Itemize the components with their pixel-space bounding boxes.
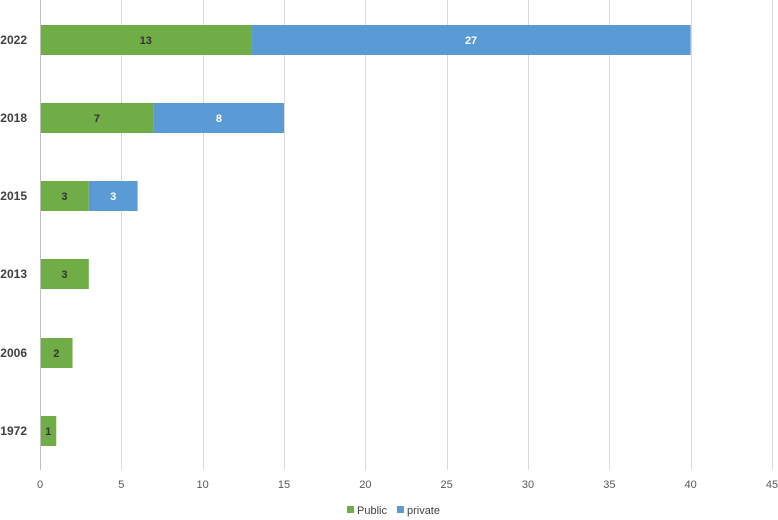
- data-label-public-2022: 13: [140, 35, 152, 47]
- x-tick-label-45: 45: [766, 479, 778, 491]
- bar-public-2018: [40, 103, 154, 133]
- data-label-public-2013: 3: [61, 269, 67, 281]
- x-tick-label-30: 30: [522, 479, 534, 491]
- bar-private-2015: [88, 181, 138, 211]
- gridlines: [40, 0, 773, 470]
- x-tick-label-25: 25: [441, 479, 453, 491]
- x-tick-label-0: 0: [37, 479, 43, 491]
- legend-swatch-private: [396, 506, 404, 513]
- bar-public-1972: [40, 416, 57, 446]
- bars: 13 27 7 8 3 3 3 2 1: [40, 25, 691, 446]
- legend-label-public: Public: [357, 505, 387, 517]
- x-tick-label-20: 20: [359, 479, 371, 491]
- legend: Public private: [347, 505, 440, 517]
- bar-public-2006: [40, 338, 73, 368]
- x-tick-label-5: 5: [118, 479, 124, 491]
- x-tick-label-15: 15: [278, 479, 290, 491]
- x-tick-label-40: 40: [685, 479, 697, 491]
- category-label-2013: 2013: [0, 267, 27, 281]
- category-label-2018: 2018: [0, 111, 27, 125]
- legend-label-private: private: [407, 505, 440, 517]
- data-label-public-2015: 3: [61, 191, 67, 203]
- data-label-public-1972: 1: [45, 426, 51, 438]
- legend-swatch-public: [347, 506, 354, 513]
- bar-private-2022: [251, 25, 691, 55]
- data-label-public-2006: 2: [53, 348, 59, 360]
- x-tick-label-35: 35: [603, 479, 615, 491]
- x-tick-label-10: 10: [197, 479, 209, 491]
- bar-public-2015: [40, 181, 89, 211]
- category-label-2006: 2006: [0, 346, 27, 360]
- data-label-public-2018: 7: [94, 113, 100, 125]
- category-label-2015: 2015: [0, 189, 27, 203]
- bar-public-2013: [40, 259, 89, 289]
- data-label-private-2022: 27: [465, 35, 477, 47]
- category-label-2022: 2022: [0, 33, 27, 47]
- category-label-1972: 1972: [0, 424, 27, 438]
- bar-private-2018: [153, 103, 284, 133]
- axes: 0 5 10 15 20 25 30 35 40 45 2022 2018 2015 2013 2006 19…: [0, 0, 778, 491]
- bar-public-2022: [40, 25, 252, 55]
- data-label-private-2015: 3: [110, 191, 116, 203]
- data-label-private-2018: 8: [216, 113, 222, 125]
